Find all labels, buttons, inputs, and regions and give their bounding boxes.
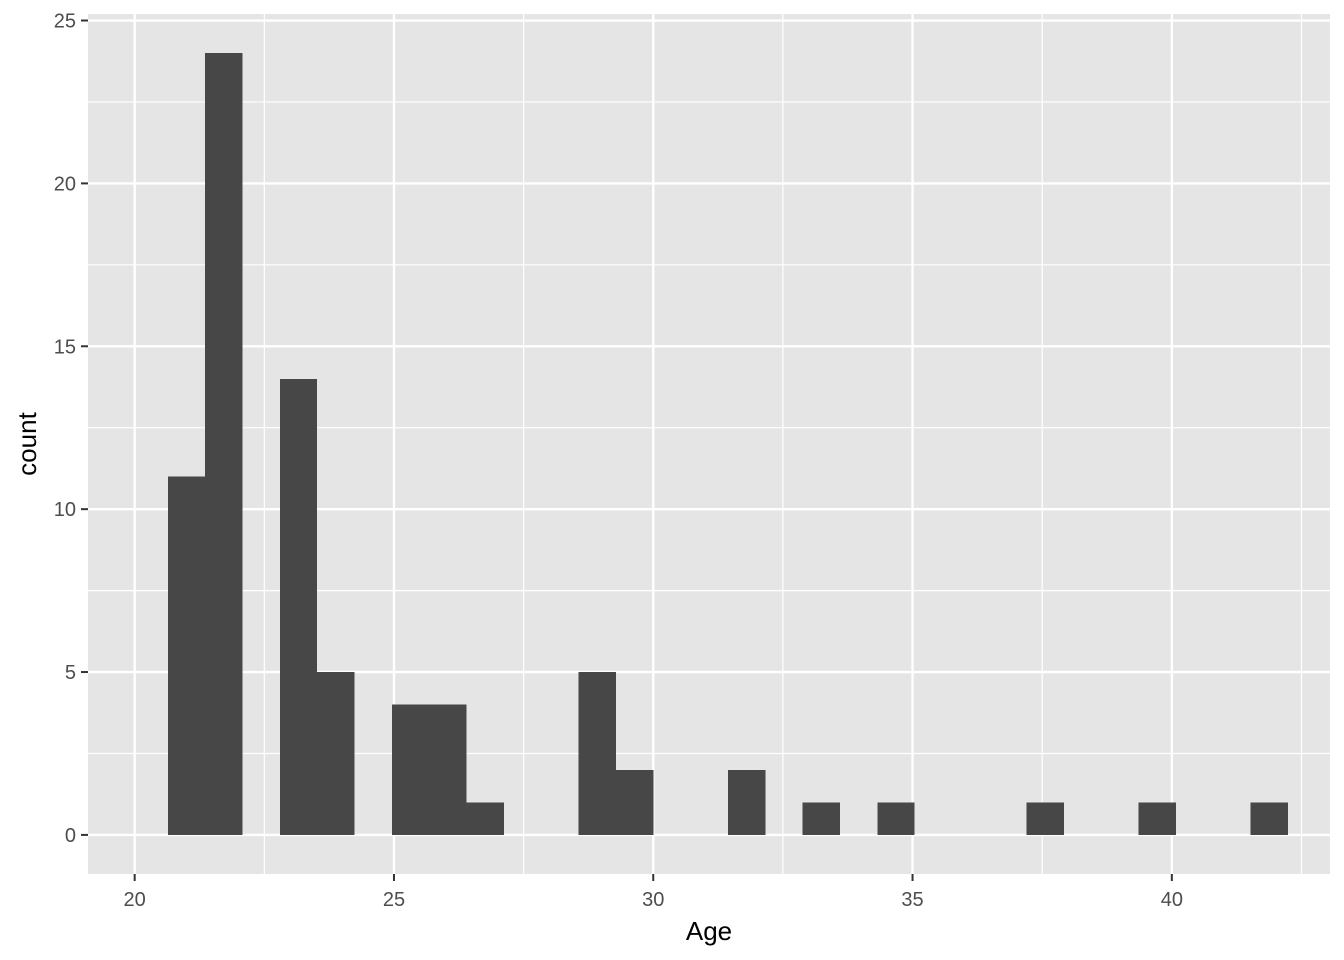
histogram-bar <box>1138 802 1176 835</box>
x-tick-label: 30 <box>642 889 664 911</box>
x-axis: 20 25 30 35 40 <box>124 874 1183 911</box>
major-grid <box>88 14 1330 874</box>
y-tick-label: 5 <box>65 662 76 684</box>
histogram-bar <box>727 769 766 835</box>
histogram-bar <box>615 769 654 835</box>
y-axis: 0 5 10 15 20 25 <box>54 11 88 847</box>
histogram-bar <box>877 802 915 835</box>
histogram-bar <box>205 53 243 835</box>
histogram-bar <box>1026 802 1064 835</box>
histogram-bar <box>466 802 504 835</box>
x-tick-label: 25 <box>383 889 405 911</box>
histogram-bar <box>1250 802 1288 835</box>
histogram-bar <box>167 476 206 835</box>
histogram-bar <box>279 378 318 835</box>
histogram-bar <box>802 802 840 835</box>
histogram-bars <box>167 53 1288 835</box>
y-axis-title: count <box>12 411 42 475</box>
y-tick-label: 20 <box>54 173 76 195</box>
histogram-bar <box>578 672 616 835</box>
y-tick-label: 25 <box>54 11 76 33</box>
y-tick-label: 10 <box>54 499 76 521</box>
x-tick-label: 20 <box>124 889 146 911</box>
y-tick-label: 0 <box>65 825 76 847</box>
histogram-bar <box>429 704 467 835</box>
histogram-bar <box>317 672 355 835</box>
plot-panel <box>88 14 1330 874</box>
y-tick-label: 15 <box>54 336 76 358</box>
x-tick-label: 40 <box>1161 889 1183 911</box>
x-tick-label: 35 <box>901 889 923 911</box>
x-axis-title: Age <box>686 916 732 946</box>
histogram-bar <box>391 704 430 835</box>
